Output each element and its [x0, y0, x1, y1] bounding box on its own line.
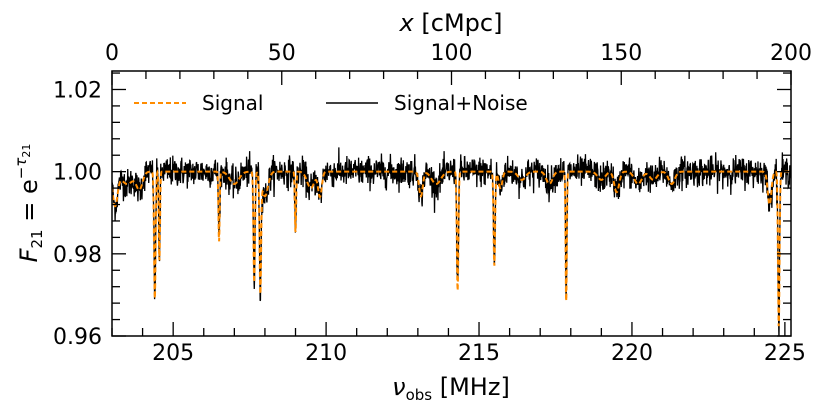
- y-tick-label: 0.98: [53, 243, 102, 268]
- axis-tick-labels: 205 210 215 220 225 0 50 100 150 200 0.96 0.98 1.00 1…: [53, 41, 812, 366]
- x-tick-label-top: 0: [105, 41, 119, 66]
- x-tick-label-bottom: 220: [611, 341, 653, 366]
- x-tick-label-bottom: 215: [458, 341, 500, 366]
- y-tick-label: 1.02: [53, 78, 102, 103]
- x-tick-label-bottom: 225: [764, 341, 806, 366]
- signal-noise-line: [112, 147, 791, 336]
- x-tick-label-top: 150: [600, 41, 642, 66]
- signal-line: [112, 169, 791, 327]
- x-tick-label-top: 200: [770, 41, 812, 66]
- x-tick-label-top: 100: [431, 41, 473, 66]
- x-tick-label-bottom: 205: [152, 341, 194, 366]
- x-tick-label-bottom: 210: [305, 341, 347, 366]
- y-tick-label: 1.00: [53, 161, 102, 186]
- y-tick-label: 0.96: [53, 325, 102, 350]
- x-tick-label-top: 50: [268, 41, 296, 66]
- x-axis-label-bottom: νobs [MHz]: [392, 373, 510, 404]
- legend: Signal Signal+Noise: [134, 91, 528, 115]
- x-axis-label-top: x [cMpc]: [399, 9, 503, 37]
- legend-signal-noise-label: Signal+Noise: [394, 91, 528, 115]
- y-axis-label: F21 = e−τ21: [12, 144, 46, 263]
- legend-signal-label: Signal: [202, 91, 263, 115]
- axis-ticks: [111, 71, 792, 337]
